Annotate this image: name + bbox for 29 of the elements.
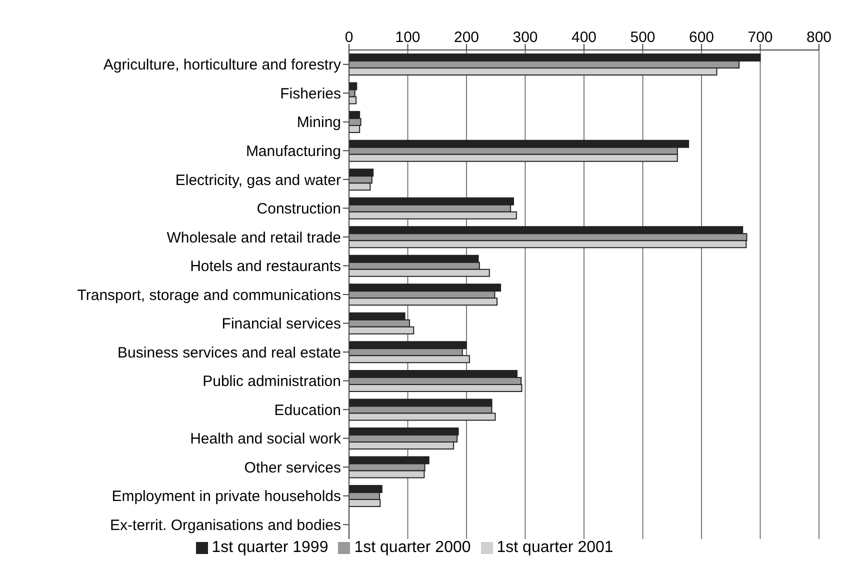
y-tick-label: Manufacturing [246, 143, 341, 160]
x-tick-label: 500 [630, 29, 656, 46]
y-tick-label: Hotels and restaurants [190, 258, 341, 276]
y-tick-label: Fisheries [280, 85, 341, 102]
y-tick-label: Health and social work [190, 430, 342, 448]
y-tick-label: Financial services [222, 316, 341, 333]
y-tick-label: Public administration [202, 373, 341, 390]
legend-label: 1st quarter 2000 [354, 539, 471, 556]
x-tick-label: 100 [395, 29, 420, 46]
x-tick-label: 200 [454, 29, 480, 46]
y-tick-label: Transport, storage and communications [77, 286, 341, 304]
legend-label: 1st quarter 2001 [496, 539, 614, 556]
x-tick-label: 600 [688, 29, 714, 46]
y-tick-label: Employment in private households [112, 488, 341, 506]
y-tick-label: Ex-territ. Organisations and bodies [110, 516, 341, 534]
x-tick-label: 700 [748, 29, 773, 46]
x-tick-label: 400 [571, 29, 597, 46]
y-tick-label: Construction [256, 200, 341, 218]
y-tick-label: Electricity, gas and water [175, 172, 341, 189]
x-tick-label: 300 [512, 29, 538, 46]
y-tick-label: Wholesale and retail trade [166, 229, 341, 246]
y-tick-label: Business services and real estate [118, 344, 341, 362]
y-tick-label: Education [274, 402, 341, 419]
x-tick-label: 800 [806, 29, 832, 46]
y-tick-label: Other services [244, 459, 341, 476]
legend-label: 1st quarter 1999 [212, 539, 328, 556]
x-tick-label: 0 [344, 29, 354, 46]
y-tick-label: Agriculture, horticulture and forestry [103, 56, 342, 74]
y-tick-label: Mining [296, 114, 341, 132]
